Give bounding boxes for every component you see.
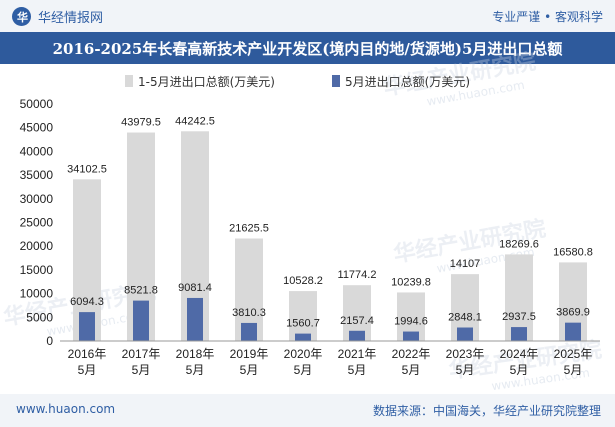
bar-ytd-total (505, 254, 533, 341)
brand-name: 华经情报网 (38, 11, 104, 26)
x-tick-label-month: 5月 (240, 363, 259, 377)
bar-may-total (187, 297, 203, 341)
data-label-ytd: 43979.5 (121, 117, 161, 129)
bar-may-total (295, 333, 311, 341)
footer-bar: www.huaon.com 数据来源：中国海关，华经产业研究院整理 (0, 394, 615, 427)
legend-swatch (332, 75, 340, 87)
bar-may-total (133, 300, 149, 341)
y-tick-label: 30000 (20, 192, 54, 206)
data-label-ytd: 34102.5 (67, 163, 107, 175)
x-tick-label-month: 5月 (456, 363, 475, 377)
legend-label: 5月进出口总额(万美元) (345, 75, 470, 89)
chart-title: 2016-2025年长春高新技术产业开发区(境内目的地/货源地)5月进出口总额 (52, 40, 563, 58)
legend-label: 1-5月进出口总额(万美元) (138, 75, 275, 89)
y-axis: 0 5000 10000 15000 20000 25000 30000 35000 40000… (20, 97, 54, 348)
y-tick-label: 50000 (20, 97, 54, 111)
x-tick-label-month: 5月 (564, 363, 583, 377)
x-tick-label-month: 5月 (294, 363, 313, 377)
title-bar: 2016-2025年长春高新技术产业开发区(境内目的地/货源地)5月进出口总额 (0, 32, 615, 64)
data-label-may: 2937.5 (502, 311, 536, 323)
y-tick-label: 15000 (20, 263, 54, 277)
data-label-may: 8521.8 (124, 285, 158, 297)
y-tick-label: 45000 (20, 121, 54, 135)
data-label-ytd: 10528.2 (283, 275, 323, 287)
y-tick-label: 35000 (20, 168, 54, 182)
bar-may-total (511, 327, 527, 341)
y-tick-label: 5000 (26, 310, 53, 324)
x-tick-label: 2025年 (554, 347, 593, 361)
x-tick-label-month: 5月 (132, 363, 151, 377)
x-tick-label: 2020年 (284, 347, 323, 361)
site-url: www.huaon.com (16, 402, 116, 416)
brand-logo-icon: 华 (12, 7, 31, 26)
x-tick-label-month: 5月 (402, 363, 421, 377)
data-label-may: 1994.6 (394, 316, 428, 328)
x-tick-label: 2021年 (338, 347, 377, 361)
data-source: 数据来源：中国海关，华经产业研究院整理 (372, 404, 601, 418)
data-label-ytd: 11774.2 (338, 269, 377, 281)
top-bar: 华 华经情报网 专业严谨 • 客观科学 (0, 0, 615, 32)
data-label-ytd: 21625.5 (229, 222, 269, 234)
x-tick-label: 2018年 (176, 347, 215, 361)
chart-legend: 1-5月进出口总额(万美元) 5月进出口总额(万美元) (125, 75, 470, 89)
data-label-may: 2157.4 (340, 315, 374, 327)
x-tick-label: 2023年 (446, 347, 485, 361)
data-label-may: 6094.3 (70, 296, 104, 308)
x-tick-label-month: 5月 (78, 363, 97, 377)
x-tick-label-month: 5月 (510, 363, 529, 377)
brand-slogan: 专业严谨 • 客观科学 (492, 10, 603, 24)
y-tick-label: 10000 (20, 287, 54, 301)
x-axis: 2016年 5月 2017年 5月 2018年 5月 2019年 5月 2020年 5月 2021年… (60, 340, 600, 377)
bar-may-total (349, 330, 365, 341)
data-label-ytd: 16580.8 (553, 246, 593, 258)
bar-may-total (403, 331, 419, 341)
data-label-may: 9081.4 (178, 282, 212, 294)
y-tick-label: 0 (46, 334, 53, 348)
legend-swatch (125, 75, 133, 87)
data-label-may: 2848.1 (448, 312, 482, 324)
x-tick-label-month: 5月 (186, 363, 205, 377)
data-label-may: 3810.3 (232, 307, 266, 319)
bar-may-total (79, 312, 95, 341)
bar-may-total (241, 322, 257, 341)
bars: 34102.5 6094.3 43979.5 8521.8 44242.5 9081.4 2… (67, 115, 593, 341)
data-label-may: 1560.7 (286, 318, 320, 330)
y-tick-label: 25000 (20, 216, 54, 230)
y-tick-label: 20000 (20, 239, 54, 253)
x-tick-label: 2022年 (392, 347, 431, 361)
data-label-ytd: 10239.8 (391, 276, 431, 288)
x-tick-label: 2016年 (68, 347, 107, 361)
x-tick-label: 2024年 (500, 347, 539, 361)
data-label-ytd: 44242.5 (175, 115, 215, 127)
x-tick-label: 2019年 (230, 347, 269, 361)
bar-may-total (457, 327, 473, 341)
x-tick-label: 2017年 (122, 347, 161, 361)
data-label-may: 3869.9 (556, 307, 590, 319)
x-tick-label-month: 5月 (348, 363, 367, 377)
data-label-ytd: 14107 (450, 258, 481, 270)
y-tick-label: 40000 (20, 144, 54, 158)
bar-ytd-total (289, 291, 317, 341)
data-label-ytd: 18269.6 (499, 238, 539, 250)
bar-may-total (565, 322, 581, 341)
